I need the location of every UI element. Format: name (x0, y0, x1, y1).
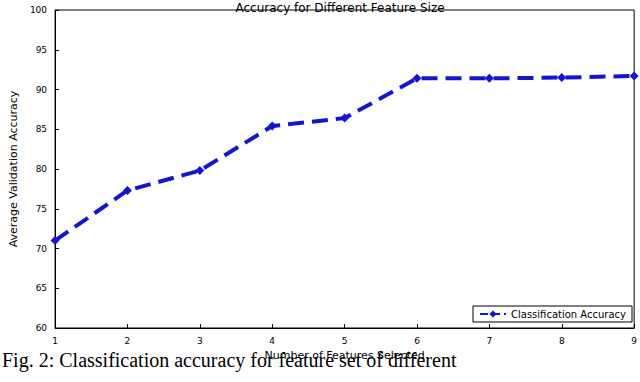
svg-text:90: 90 (36, 85, 48, 95)
svg-text:7: 7 (487, 336, 493, 346)
svg-text:6: 6 (414, 336, 420, 346)
svg-text:60: 60 (36, 323, 48, 333)
svg-text:9: 9 (631, 336, 637, 346)
svg-text:85: 85 (36, 124, 47, 134)
svg-text:1: 1 (52, 336, 58, 346)
svg-text:Accuracy for Different Feature: Accuracy for Different Feature Size (235, 1, 444, 15)
svg-text:Classification Accuracy: Classification Accuracy (511, 309, 626, 320)
svg-text:Fig. 2: Classification accurac: Fig. 2: Classification accuracy for feat… (2, 349, 457, 372)
svg-text:2: 2 (125, 336, 131, 346)
svg-text:4: 4 (269, 336, 275, 346)
svg-text:75: 75 (36, 204, 47, 214)
svg-text:95: 95 (36, 45, 47, 55)
svg-text:70: 70 (36, 244, 48, 254)
svg-text:65: 65 (36, 283, 47, 293)
svg-text:3: 3 (197, 336, 203, 346)
svg-text:100: 100 (30, 5, 47, 15)
svg-text:5: 5 (342, 336, 348, 346)
svg-text:Average Validation Accuracy: Average Validation Accuracy (7, 90, 20, 247)
svg-text:80: 80 (36, 164, 48, 174)
svg-text:Number of Features Selected: Number of Features Selected (264, 349, 424, 362)
svg-text:8: 8 (559, 336, 565, 346)
